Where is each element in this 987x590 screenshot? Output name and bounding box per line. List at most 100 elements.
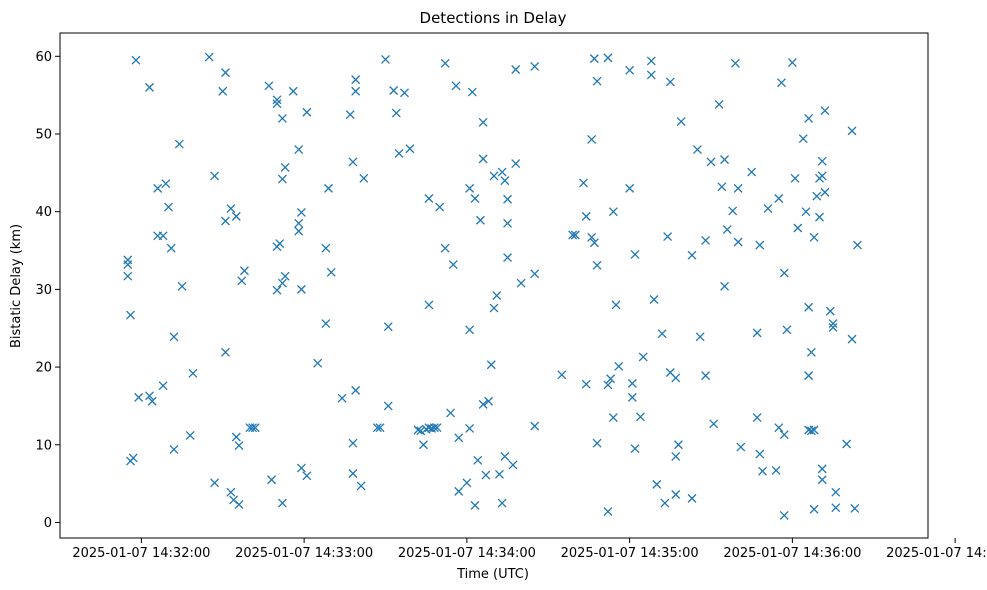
data-point-marker bbox=[831, 503, 841, 513]
data-point-marker bbox=[687, 250, 697, 260]
data-point-marker bbox=[277, 278, 287, 288]
data-point-marker bbox=[128, 453, 138, 463]
data-point-marker bbox=[665, 77, 675, 87]
data-point-marker bbox=[787, 58, 797, 67]
data-point-marker bbox=[446, 408, 456, 418]
data-point-marker bbox=[296, 463, 306, 473]
data-point-marker bbox=[652, 479, 662, 489]
y-tick-label: 20 bbox=[35, 361, 52, 376]
data-point-marker bbox=[755, 449, 765, 459]
data-point-marker bbox=[383, 401, 393, 411]
data-point-marker bbox=[627, 378, 637, 388]
data-point-marker bbox=[804, 302, 814, 312]
data-point-marker bbox=[825, 306, 835, 316]
data-point-marker bbox=[465, 183, 475, 193]
data-point-marker bbox=[123, 271, 133, 281]
data-point-marker bbox=[277, 114, 287, 123]
data-point-marker bbox=[817, 475, 827, 485]
data-point-marker bbox=[557, 370, 567, 380]
data-point-marker bbox=[470, 194, 480, 203]
data-point-marker bbox=[280, 162, 290, 172]
data-point-marker bbox=[801, 207, 811, 217]
data-point-marker bbox=[646, 56, 656, 66]
data-point-marker bbox=[123, 255, 133, 265]
data-point-marker bbox=[302, 107, 312, 117]
data-point-marker bbox=[611, 300, 621, 310]
data-point-marker bbox=[337, 393, 347, 403]
data-point-marker bbox=[649, 295, 659, 304]
data-point-marker bbox=[174, 139, 184, 149]
data-point-marker bbox=[500, 451, 510, 461]
data-point-marker bbox=[630, 444, 640, 454]
data-point-marker bbox=[383, 322, 393, 332]
data-point-marker bbox=[294, 226, 304, 236]
data-point-marker bbox=[809, 504, 819, 514]
data-point-marker bbox=[356, 481, 366, 491]
data-point-marker bbox=[660, 498, 670, 508]
data-point-marker bbox=[231, 432, 241, 442]
data-point-marker bbox=[497, 167, 507, 177]
data-point-marker bbox=[736, 442, 746, 452]
data-point-marker bbox=[326, 267, 336, 277]
data-point-marker bbox=[416, 426, 426, 436]
data-point-marker bbox=[294, 145, 304, 154]
data-point-marker bbox=[475, 215, 485, 225]
data-point-marker bbox=[804, 114, 814, 123]
y-tick-label: 50 bbox=[35, 128, 52, 143]
data-point-marker bbox=[231, 211, 241, 221]
data-point-marker bbox=[440, 243, 450, 253]
data-point-marker bbox=[709, 419, 719, 429]
data-point-marker bbox=[288, 86, 298, 96]
data-point-marker bbox=[234, 500, 244, 510]
data-point-marker bbox=[771, 465, 781, 475]
data-point-marker bbox=[511, 65, 521, 74]
data-point-marker bbox=[817, 156, 827, 166]
data-point-marker bbox=[250, 423, 260, 433]
data-point-marker bbox=[809, 425, 819, 435]
data-point-marker bbox=[817, 171, 827, 181]
data-point-marker bbox=[701, 371, 711, 381]
y-axis-label: Bistatic Delay (km) bbox=[9, 224, 24, 348]
axes-frame bbox=[59, 32, 929, 539]
data-point-marker bbox=[714, 100, 724, 109]
data-point-marker bbox=[530, 421, 540, 431]
data-point-marker bbox=[158, 381, 168, 391]
data-point-marker bbox=[147, 396, 157, 406]
data-point-marker bbox=[134, 392, 144, 402]
data-point-marker bbox=[218, 86, 228, 96]
data-point-marker bbox=[592, 76, 602, 86]
data-point-marker bbox=[294, 218, 304, 228]
data-point-marker bbox=[272, 99, 282, 109]
data-point-marker bbox=[720, 155, 730, 165]
data-point-marker bbox=[210, 171, 220, 181]
data-point-marker bbox=[164, 202, 173, 212]
data-point-marker bbox=[462, 478, 472, 488]
data-point-marker bbox=[454, 486, 464, 496]
data-point-marker bbox=[530, 61, 540, 71]
data-point-marker bbox=[676, 117, 686, 127]
data-point-marker bbox=[465, 325, 475, 335]
data-point-marker bbox=[657, 329, 667, 339]
data-point-marker bbox=[695, 332, 705, 342]
data-point-marker bbox=[608, 207, 618, 217]
data-point-marker bbox=[579, 178, 588, 188]
data-point-marker bbox=[123, 260, 133, 269]
y-axis-ticks: 0 10 20 30 40 50 60 bbox=[35, 50, 60, 531]
data-point-marker bbox=[815, 212, 824, 222]
data-point-marker bbox=[432, 423, 442, 433]
data-point-marker bbox=[221, 68, 230, 78]
data-point-marker bbox=[717, 182, 727, 192]
data-point-marker bbox=[831, 487, 841, 497]
data-point-marker bbox=[608, 413, 618, 423]
data-point-marker bbox=[372, 423, 382, 433]
data-point-marker bbox=[630, 249, 640, 259]
data-point-marker bbox=[448, 260, 458, 269]
data-point-marker bbox=[581, 379, 591, 389]
data-point-marker bbox=[828, 319, 838, 329]
data-point-marker bbox=[755, 240, 765, 250]
data-point-marker bbox=[321, 319, 331, 329]
data-point-marker bbox=[267, 475, 277, 485]
data-point-marker bbox=[733, 183, 743, 193]
data-point-marker bbox=[424, 194, 434, 203]
data-point-marker bbox=[389, 86, 399, 95]
